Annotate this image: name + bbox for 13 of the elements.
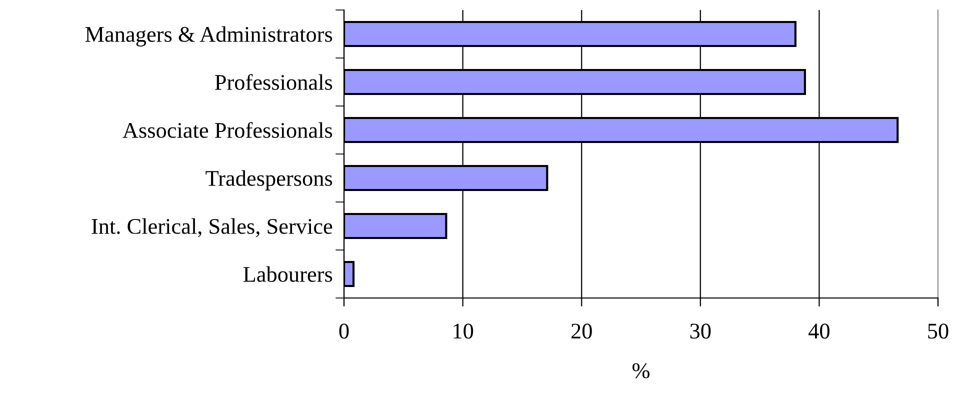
y-tick-label: Managers & Administrators [85,26,332,47]
y-tick-label: Tradespersons [206,170,332,190]
y-tick-label: Professionals [215,74,332,90]
y-tick-label: Associate Professionals [122,122,332,138]
y-tick-label: Labourers [243,266,332,282]
x-tick-label: 40 [808,324,830,339]
x-tick-label: 0 [339,324,349,339]
x-tick-label: 10 [454,324,474,339]
x-tick-label: 30 [690,324,711,339]
x-axis-title: % [632,363,650,378]
y-tick-label: Int. Clerical, Sales, Service [92,218,332,238]
x-tick-label: 20 [571,324,592,339]
x-tick-label: 50 [928,324,948,339]
